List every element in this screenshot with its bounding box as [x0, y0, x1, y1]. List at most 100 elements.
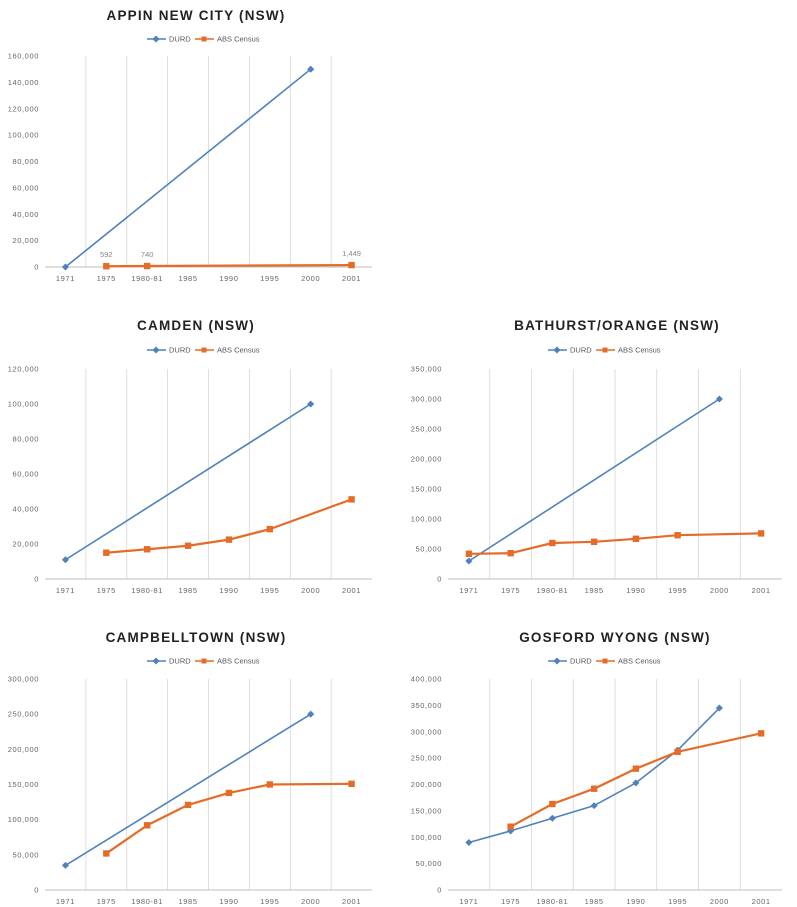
y-tick-label: 200,000: [8, 745, 39, 754]
y-tick-label: 150,000: [8, 780, 39, 789]
y-tick-label: 150,000: [411, 806, 442, 815]
data-point-abs-census: [757, 730, 765, 737]
y-tick-label: 60,000: [12, 470, 39, 479]
x-tick-label: 1990: [219, 586, 238, 595]
chart-campbelltown: CAMPBELLTOWN (NSW) DURD ABS Census 0 50,0…: [0, 620, 390, 907]
data-point-durd: [61, 556, 69, 564]
y-tick-label: 120,000: [8, 365, 39, 374]
legend-durd-label: DURD: [169, 35, 191, 44]
legend: DURD ABS Census: [548, 346, 661, 355]
legend-durd-label: DURD: [169, 346, 191, 355]
chart-svg: CAMDEN (NSW) DURD ABS Census 0 20,000 40,0…: [8, 318, 372, 595]
data-point-abs-census: [590, 785, 598, 792]
data-point-abs-census: [632, 535, 640, 542]
y-tick-label: 200,000: [411, 780, 442, 789]
series-line-abs-census: [510, 732, 762, 828]
x-tick-label: 2001: [752, 586, 771, 595]
x-tick-label: 1985: [179, 897, 198, 906]
data-point-abs-census: [103, 549, 110, 556]
x-tick-label: 1995: [260, 586, 279, 595]
data-point-abs-census: [465, 550, 473, 557]
x-tick-label: 2001: [342, 897, 361, 906]
data-point-abs-census: [143, 262, 151, 270]
y-tick-label: 250,000: [411, 754, 442, 763]
y-tick-label: 60,000: [12, 183, 39, 192]
legend: DURD ABS Census: [147, 657, 260, 666]
series-line-durd: [65, 713, 312, 867]
data-point-abs-census: [549, 539, 556, 547]
series-line-abs-census: [106, 498, 352, 554]
y-tick-label: 250,000: [8, 710, 39, 719]
y-tick-label: 250,000: [411, 425, 442, 434]
data-point-abs-census: [674, 532, 681, 539]
y-tick-label: 300,000: [411, 395, 442, 404]
x-tick-label: 2000: [301, 586, 320, 595]
x-tick-label: 1995: [668, 897, 687, 906]
data-point-abs-census: [225, 789, 233, 797]
x-tick-label: 1985: [179, 586, 198, 595]
data-point-abs-census: [674, 748, 681, 755]
series-line-durd: [65, 403, 312, 561]
legend-durd-label: DURD: [570, 346, 592, 355]
chart-title: CAMDEN (NSW): [137, 318, 255, 333]
chart-appin-new-city: APPIN NEW CITY (NSW) DURD ABS Census 0 20…: [0, 0, 390, 300]
data-point-abs-census: [266, 525, 274, 533]
data-point-abs-census: [348, 496, 355, 503]
y-tick-label: 50,000: [12, 850, 39, 859]
data-point-abs-census: [143, 546, 151, 553]
legend-abs-label: ABS Census: [618, 657, 661, 666]
legend-abs-marker: [201, 36, 207, 42]
x-tick-label: 2001: [752, 897, 771, 906]
y-tick-label: 0: [34, 886, 39, 895]
y-tick-label: 0: [34, 575, 39, 584]
y-tick-label: 150,000: [411, 485, 442, 494]
plot-area: 0 20,000 40,000 60,000 80,000 100,000 120,000 1…: [8, 52, 372, 283]
x-tick-label: 1971: [56, 274, 75, 283]
legend-durd-marker: [553, 346, 561, 354]
x-tick-label: 1971: [459, 897, 478, 906]
legend-durd-label: DURD: [570, 657, 592, 666]
x-tick-label: 1975: [97, 897, 116, 906]
legend: DURD ABS Census: [147, 35, 260, 44]
legend-abs-marker: [602, 347, 608, 353]
data-point-abs-census: [590, 538, 598, 545]
y-tick-label: 350,000: [411, 365, 442, 374]
data-point-durd: [548, 814, 556, 822]
y-tick-label: 350,000: [411, 701, 442, 710]
x-tick-label: 1990: [626, 897, 645, 906]
x-tick-label: 2000: [301, 274, 320, 283]
y-tick-label: 80,000: [12, 435, 39, 444]
x-tick-label: 1975: [97, 586, 116, 595]
data-point-durd: [307, 710, 315, 718]
data-point-abs-census: [507, 550, 514, 557]
x-tick-label: 2000: [710, 586, 729, 595]
x-tick-label: 1995: [260, 274, 279, 283]
plot-area: 0 50,000 100,000 150,000 200,000 250,000 300,0…: [411, 365, 782, 595]
x-tick-label: 1980-81: [131, 274, 163, 283]
data-point-abs-census: [632, 765, 640, 772]
series-line-abs-census: [106, 263, 352, 268]
legend-abs-label: ABS Census: [217, 346, 260, 355]
x-tick-label: 2000: [301, 897, 320, 906]
y-tick-label: 80,000: [12, 157, 39, 166]
x-tick-label: 1985: [585, 897, 604, 906]
chart-svg: CAMPBELLTOWN (NSW) DURD ABS Census 0 50,0…: [8, 630, 372, 906]
legend-abs-label: ABS Census: [217, 35, 260, 44]
data-point-durd: [465, 557, 473, 565]
legend-abs-marker: [602, 658, 608, 664]
data-point-abs-census: [266, 781, 274, 788]
y-tick-label: 20,000: [12, 236, 39, 245]
data-point-abs-census: [507, 823, 514, 830]
y-tick-label: 0: [34, 263, 39, 272]
y-tick-label: 100,000: [411, 833, 442, 842]
legend: DURD ABS Census: [548, 657, 661, 666]
data-point-abs-census: [348, 780, 355, 787]
x-tick-label: 1985: [179, 274, 198, 283]
chart-svg: APPIN NEW CITY (NSW) DURD ABS Census 0 20…: [8, 8, 372, 283]
data-point-abs-census: [225, 536, 233, 543]
y-tick-label: 200,000: [411, 455, 442, 464]
x-tick-label: 1990: [626, 586, 645, 595]
data-point-durd: [61, 263, 69, 271]
y-tick-label: 40,000: [12, 505, 39, 514]
data-point-abs-census: [184, 801, 192, 809]
